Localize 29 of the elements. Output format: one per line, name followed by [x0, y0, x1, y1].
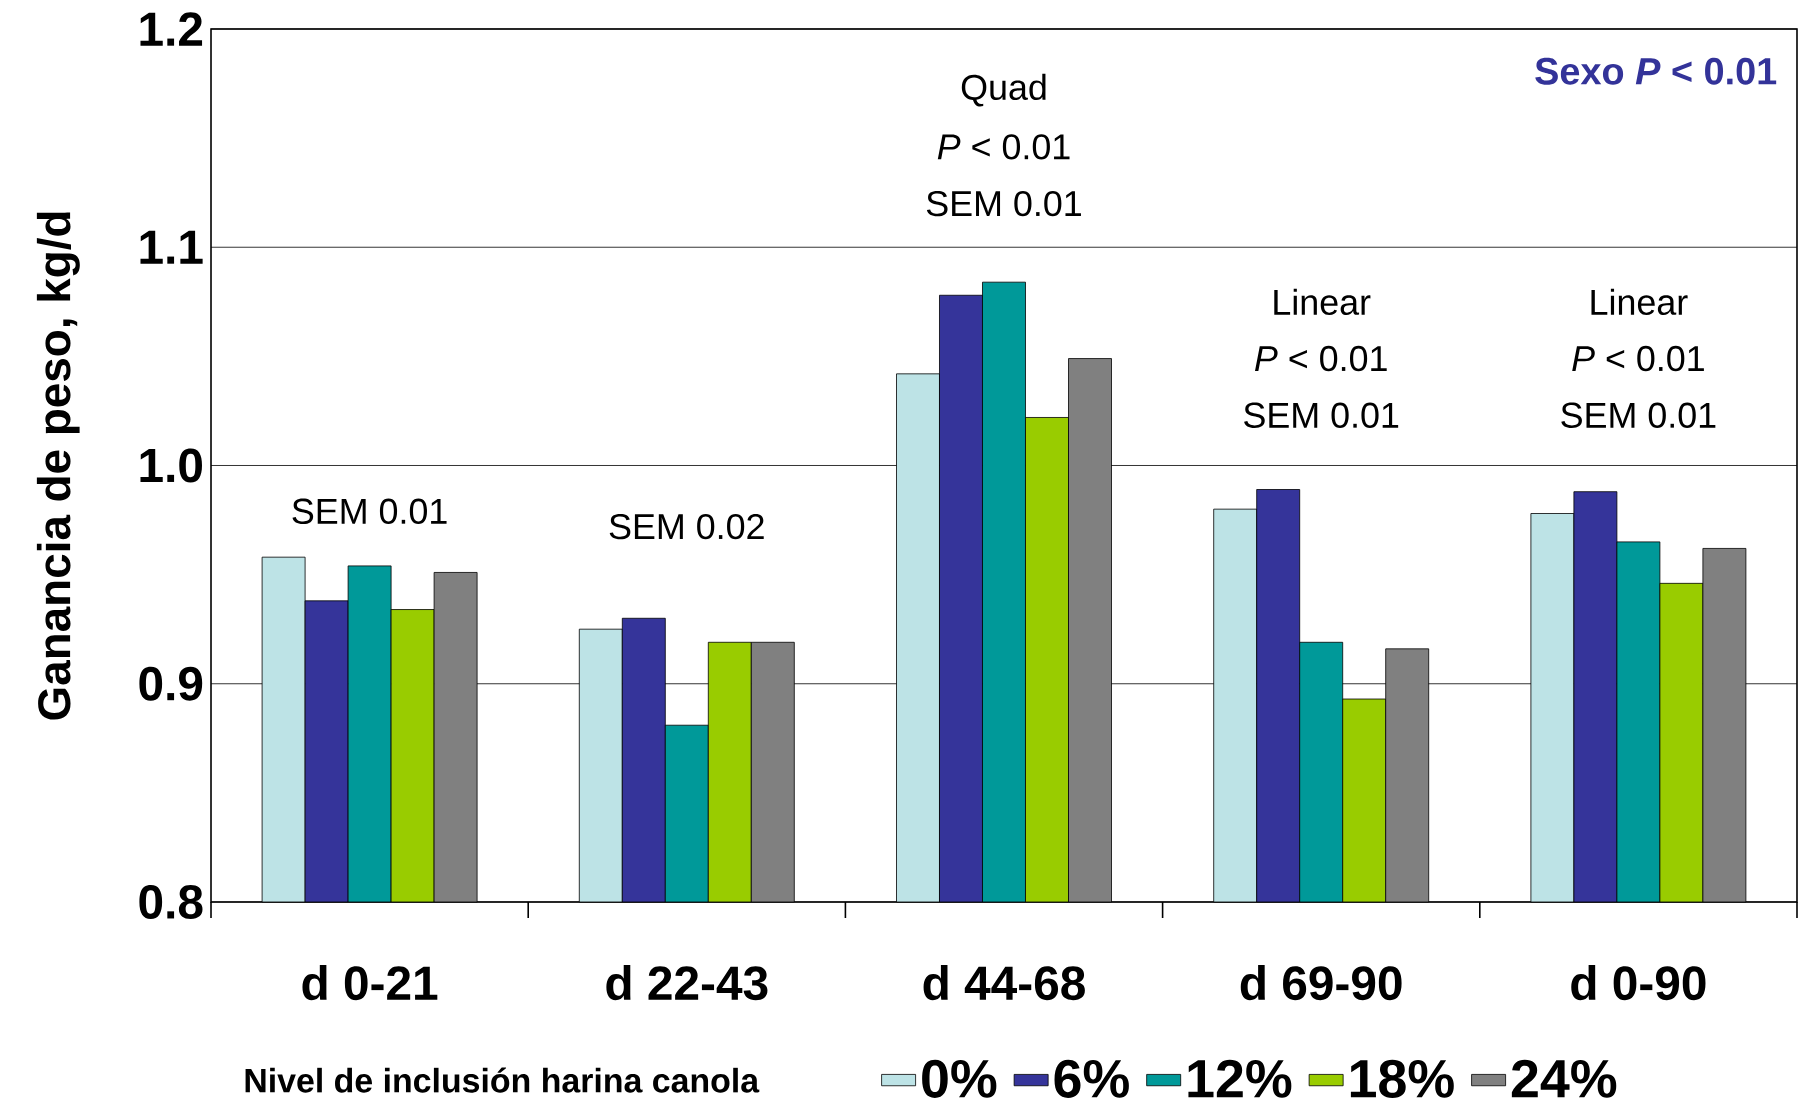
annotation: SEM 0.01: [1561, 402, 1716, 428]
annotation: Linear: [1591, 288, 1688, 315]
y-tick-label: 1.2: [140, 12, 203, 46]
x-tick-label: d 0-90: [1571, 964, 1706, 1000]
legend-label: 12%: [1188, 1059, 1292, 1098]
annotation: P < 0.01: [937, 133, 1070, 160]
legend-label: 18%: [1350, 1059, 1454, 1098]
annotation: Linear: [1274, 288, 1371, 315]
annotation: Sexo P < 0.01: [1535, 57, 1777, 85]
x-tick-label: d 22-43: [606, 964, 768, 1001]
annotation: P < 0.01: [1254, 345, 1387, 372]
y-tick-label: 1.0: [140, 448, 202, 483]
y-tick-label: 0.8: [139, 884, 203, 919]
x-tick-label: d 69-90: [1240, 964, 1402, 1000]
annotation: SEM 0.01: [926, 190, 1081, 217]
y-tick-label: 1.1: [140, 230, 203, 264]
y-axis-title: Ganancia de peso, kg/d: [36, 212, 80, 720]
annotation: SEM 0.02: [609, 513, 764, 540]
y-tick-label: 0.9: [139, 666, 203, 701]
legend-label: 6%: [1054, 1059, 1129, 1098]
x-tick-label: d 0-21: [302, 964, 438, 1000]
legend-label: 0%: [922, 1059, 997, 1098]
legend-label: 24%: [1511, 1059, 1617, 1098]
annotation: SEM 0.01: [292, 498, 447, 524]
annotation: Quad: [961, 73, 1046, 107]
legend-title: Nivel de inclusión harina canola: [245, 1067, 760, 1093]
x-tick-label: d 44-68: [923, 964, 1085, 1000]
annotation: P < 0.01: [1572, 345, 1704, 372]
annotation: SEM 0.01: [1244, 402, 1399, 428]
